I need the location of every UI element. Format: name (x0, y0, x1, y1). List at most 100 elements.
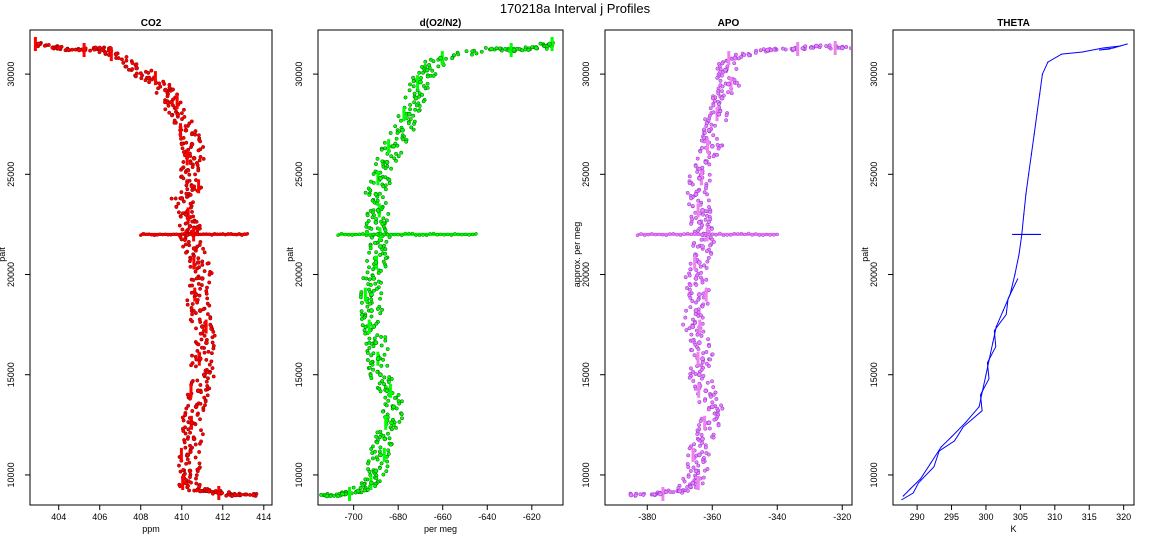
data-point (703, 445, 708, 450)
data-point (384, 218, 389, 223)
data-point (207, 362, 212, 367)
data-point (189, 480, 193, 485)
data-point (685, 286, 689, 290)
data-point (716, 146, 721, 151)
data-point (383, 146, 388, 151)
data-point (425, 85, 430, 90)
data-point (416, 108, 421, 113)
data-cluster (693, 255, 697, 270)
data-cluster (697, 383, 701, 398)
spike-point (237, 231, 241, 236)
x-tick-label: 414 (256, 512, 271, 522)
data-point (1041, 73, 1044, 75)
data-point (386, 211, 391, 216)
data-point (180, 117, 184, 122)
data-point (389, 154, 394, 159)
data-point (186, 483, 191, 488)
data-point (378, 389, 383, 394)
data-point (705, 192, 710, 197)
data-point (687, 174, 692, 179)
data-point (378, 244, 383, 249)
data-point (187, 243, 192, 248)
data-point (124, 55, 129, 59)
data-point (157, 81, 162, 86)
data-point (374, 434, 379, 439)
data-point (708, 394, 713, 399)
data-point (363, 331, 368, 336)
spike-point (382, 232, 386, 237)
data-point (209, 326, 214, 331)
y-tick-label: 25000 (294, 162, 304, 187)
data-point (369, 308, 374, 313)
data-point (720, 61, 725, 66)
data-point (687, 202, 692, 207)
data-point (733, 52, 738, 57)
data-point (726, 90, 730, 95)
data-point (194, 481, 199, 486)
data-point (197, 356, 203, 362)
data-point (700, 440, 705, 445)
data-point (438, 55, 443, 61)
data-point (909, 488, 911, 490)
data-point (719, 95, 725, 101)
data-point (209, 359, 214, 364)
x-axis-label: K (1010, 524, 1016, 534)
data-point (690, 348, 695, 353)
data-point (124, 58, 129, 63)
data-point (693, 372, 698, 376)
chart-panel-1: CO2 404 406 408 410 412 414 10000 15000 20000 2500… (0, 18, 273, 534)
spike-point (193, 232, 198, 237)
plot-frame (892, 29, 1135, 506)
data-point (185, 168, 191, 173)
x-tick-label: 410 (174, 512, 189, 522)
spike-point (431, 231, 436, 236)
data-point (374, 162, 378, 167)
data-point (716, 91, 721, 96)
data-point (688, 484, 693, 489)
data-point (379, 280, 383, 285)
data-point (202, 333, 207, 338)
data-point (391, 143, 397, 149)
x-tick-label: -380 (638, 512, 656, 522)
x-tick-label: 412 (215, 512, 230, 522)
data-point (685, 485, 690, 489)
data-point (702, 135, 707, 140)
data-point (791, 46, 796, 52)
data-point (35, 41, 41, 47)
data-point (382, 243, 386, 248)
data-point (758, 48, 763, 53)
data-point (201, 408, 206, 413)
data-point (383, 228, 388, 233)
data-point (431, 59, 436, 64)
data-point (706, 420, 712, 426)
data-point (376, 271, 381, 275)
data-point (203, 403, 207, 408)
data-point (411, 127, 416, 132)
data-point (373, 192, 379, 197)
data-point (183, 413, 188, 418)
data-point (195, 300, 200, 305)
data-point (193, 404, 199, 410)
data-point (42, 43, 47, 48)
data-point (719, 73, 724, 78)
y-axis-label: palt (860, 247, 870, 262)
data-point (362, 328, 367, 333)
data-point (688, 366, 693, 371)
data-point (224, 493, 229, 498)
data-point (103, 51, 108, 56)
data-point (370, 362, 375, 367)
data-point (191, 278, 196, 282)
data-point (711, 133, 716, 138)
data-point (470, 52, 474, 57)
data-point (207, 280, 212, 285)
data-point (693, 163, 698, 168)
data-point (707, 426, 712, 431)
data-point (688, 261, 693, 266)
data-point (383, 166, 388, 171)
data-point (198, 383, 203, 387)
data-point (765, 47, 770, 53)
data-point (88, 48, 93, 53)
data-cluster (153, 71, 157, 86)
data-point (56, 45, 62, 51)
